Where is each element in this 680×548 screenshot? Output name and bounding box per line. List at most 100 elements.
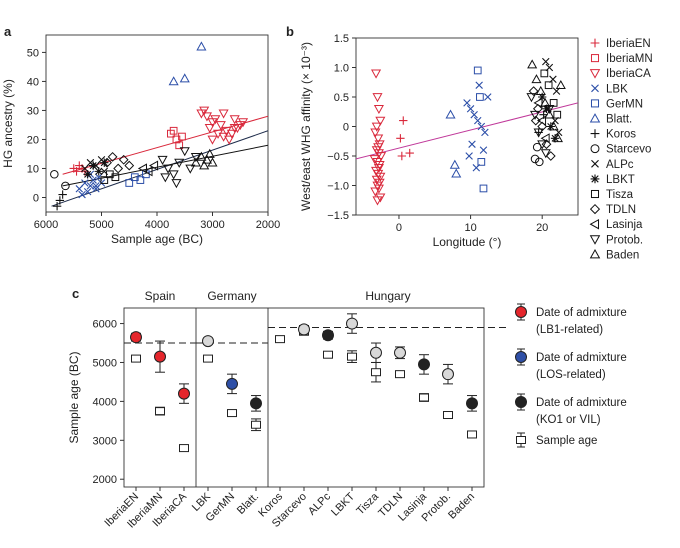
point-lbk: [470, 110, 478, 119]
legend-label: Blatt.: [606, 114, 632, 126]
point-lbk: [92, 185, 100, 193]
point-starcevo: [530, 154, 540, 164]
y-tick-label: −0.5: [327, 151, 349, 163]
point-lbk: [468, 140, 476, 148]
series-starcevo: [50, 169, 70, 191]
legend-c-item: Date of admixture (KO1 or VIL): [515, 393, 627, 426]
series-protob: [526, 93, 555, 159]
legend-item-iberiamn: IberiaMN: [590, 53, 653, 65]
point-iberiaca: [373, 149, 384, 159]
point-lbk: [473, 116, 482, 125]
sample-age-point-alpc: [323, 350, 333, 359]
point-iberiaca: [375, 172, 386, 182]
point-iberiaca: [232, 123, 243, 134]
point-lasinja: [148, 160, 159, 171]
point-baden: [527, 59, 538, 69]
point-iberiaca: [215, 121, 226, 131]
legend-item-baden: Baden: [589, 248, 639, 261]
legend-label: Starcevo: [606, 144, 651, 156]
point-protob: [537, 140, 548, 150]
point-baden: [190, 157, 201, 167]
point-iberiaca: [199, 106, 210, 116]
sample-age-point-iberiamn: [155, 407, 165, 416]
y-tick-label: −1.5: [327, 210, 349, 222]
point-baden: [548, 121, 559, 131]
sample-age-point-tisza: [371, 368, 381, 377]
legend-item-tdln: TDLN: [589, 203, 636, 216]
point-starcevo: [535, 157, 544, 167]
point-tdln: [545, 151, 556, 161]
y-tick-label: 2000: [93, 474, 117, 486]
point-baden: [201, 154, 212, 164]
admixture-point-tdln: [394, 346, 406, 359]
legend-marker: [590, 174, 600, 184]
point-iberiaca: [226, 129, 237, 139]
point-germn: [477, 158, 486, 166]
legend-c-item: Date of admixture (LOS-related): [515, 348, 627, 381]
series-iberiamn: [167, 126, 186, 150]
sample-age-point-iberiaen: [131, 354, 141, 363]
admixture-point-starcevo: [298, 323, 310, 336]
legend-c-label: Date of admixture: [536, 397, 627, 409]
x-tick-label: 5000: [89, 219, 113, 231]
point-lbk: [484, 93, 492, 101]
sample-age-point-lasinja: [419, 393, 429, 402]
point-iberiaca: [207, 135, 218, 145]
point-germn: [473, 66, 482, 75]
legend-item-starcevo: Starcevo: [590, 144, 651, 156]
legend-label: ALPc: [606, 159, 634, 171]
point-blatt: [196, 41, 207, 51]
point-iberiaca: [204, 123, 215, 134]
point-lbk: [86, 182, 95, 190]
group-label-hungary: Hungary: [365, 289, 410, 303]
admixture-point-lasinja: [418, 358, 430, 371]
y-tick-label: 3000: [93, 435, 117, 447]
point-lbk: [477, 122, 486, 131]
point-iberiaen: [72, 167, 81, 176]
sample-age-point-protob: [443, 411, 453, 420]
y-tick-label: 1.5: [334, 33, 349, 45]
legend-c-marker: [515, 306, 527, 318]
panel-a-chart: 6000 5000 4000 3000 2000 0 10 20 30 40 50 Sample ag…: [1, 34, 280, 246]
admixture-point-protob: [442, 368, 454, 381]
legend-item-lasinja: Lasinja: [589, 218, 643, 231]
series-lbk: [463, 81, 492, 172]
point-iberiaen: [399, 116, 408, 125]
y-tick-label: 6000: [93, 319, 117, 331]
point-koros: [52, 201, 62, 211]
x-tick-label: 4000: [145, 219, 169, 231]
point-baden: [199, 160, 210, 170]
point-protob: [179, 147, 190, 157]
point-lbkt: [537, 92, 547, 102]
legend-label: Tisza: [606, 189, 634, 201]
point-iberiaen: [397, 151, 407, 161]
legend-item-koros: Koros: [590, 129, 636, 141]
category-label-alpc: ALPc: [306, 490, 333, 517]
series-blatt: [168, 41, 207, 86]
point-baden: [540, 97, 551, 107]
point-protob: [171, 179, 182, 189]
legend-marker: [589, 235, 601, 245]
legend-marker: [589, 218, 600, 230]
point-lbkt: [100, 158, 109, 167]
legend-item-iberiaca: IberiaCA: [589, 68, 651, 80]
legend-marker: [590, 189, 600, 199]
legend-c-sublabel: (KO1 or VIL): [536, 414, 601, 426]
point-lbk: [463, 99, 471, 107]
regression-line: [51, 130, 268, 207]
point-iberiaca: [371, 122, 382, 132]
legend-label: Baden: [606, 249, 639, 261]
point-blatt: [168, 76, 179, 86]
point-lbk: [466, 105, 475, 113]
point-iberiaca: [374, 160, 385, 171]
regression-line: [356, 102, 578, 160]
legend-marker: [590, 144, 600, 154]
point-iberiaca: [375, 116, 386, 126]
point-lbk: [83, 187, 92, 196]
point-blatt: [449, 159, 460, 169]
point-tdln: [124, 160, 135, 171]
point-germn: [136, 176, 145, 184]
legend-c-sublabel: (LOS-related): [536, 369, 606, 381]
plot-frame: [355, 37, 579, 216]
